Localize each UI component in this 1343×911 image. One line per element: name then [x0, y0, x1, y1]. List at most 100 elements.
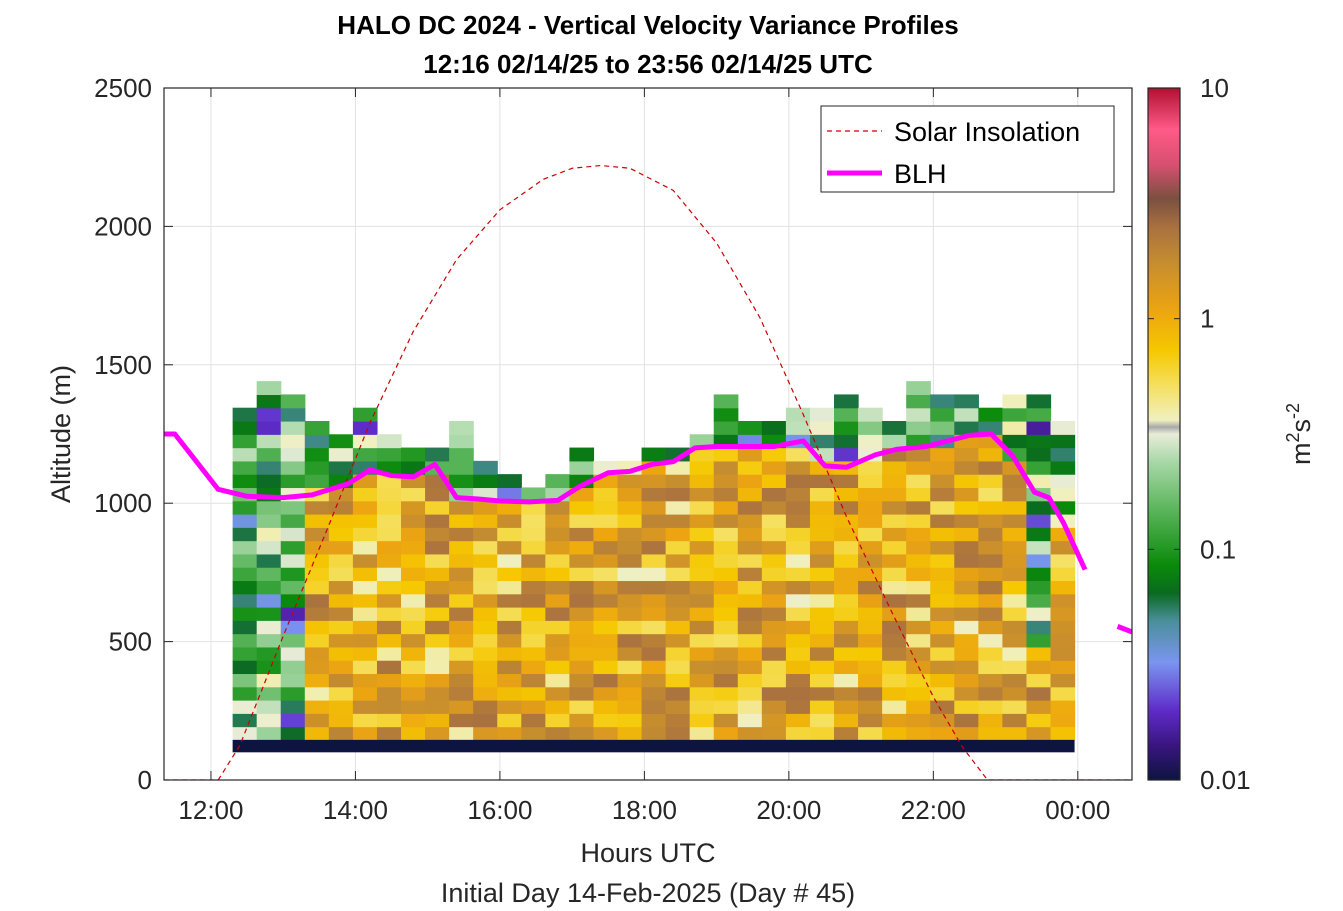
heatmap-cell	[834, 420, 859, 435]
heatmap-cell	[761, 700, 787, 714]
heatmap-cell	[930, 540, 955, 555]
heatmap-cell	[713, 394, 739, 409]
heatmap-cell	[930, 580, 955, 595]
heatmap-cell	[352, 607, 378, 621]
heatmap-cell	[665, 474, 691, 489]
heatmap-cell	[737, 447, 763, 462]
heatmap-cell	[1026, 726, 1052, 741]
heatmap-cell	[1050, 700, 1076, 714]
heatmap-cell	[304, 593, 330, 608]
x-tick-label: 18:00	[612, 795, 677, 825]
heatmap-cell	[665, 726, 691, 741]
heatmap-cell	[256, 607, 282, 621]
heatmap-cell	[617, 593, 643, 608]
heatmap-cell	[858, 434, 883, 449]
heatmap-cell	[809, 527, 835, 542]
heatmap-cell	[785, 607, 811, 621]
y-tick-label: 500	[109, 627, 152, 657]
heatmap-cell	[641, 726, 667, 741]
heatmap-cell	[978, 686, 1004, 701]
heatmap-cell	[1050, 540, 1076, 555]
heatmap-cell	[834, 726, 859, 741]
heatmap-cell	[1050, 633, 1076, 648]
heatmap-cell	[713, 460, 739, 475]
heatmap-cell	[280, 633, 306, 648]
heatmap-cell	[449, 434, 474, 449]
heatmap-cell	[569, 513, 595, 528]
heatmap-cell	[328, 580, 354, 595]
heatmap-cell	[425, 487, 450, 502]
heatmap-cell	[1026, 580, 1052, 595]
heatmap-cell	[641, 660, 667, 675]
heatmap-cell	[593, 527, 619, 542]
heatmap-cell	[737, 660, 763, 675]
heatmap-cell	[232, 713, 258, 728]
heatmap-cell	[761, 500, 787, 515]
heatmap-cell	[858, 700, 883, 714]
heatmap-cell	[930, 527, 955, 542]
heatmap-cell	[785, 487, 811, 502]
x-tick-label: 12:00	[178, 795, 243, 825]
heatmap-cell	[641, 620, 667, 635]
heatmap-cell	[328, 646, 354, 661]
heatmap-cell	[930, 713, 955, 728]
heatmap-cell	[473, 553, 498, 568]
heatmap-cell	[593, 593, 619, 608]
heatmap-cell	[761, 633, 787, 648]
heatmap-cell	[473, 607, 498, 621]
heatmap-cell	[232, 407, 258, 422]
heatmap-cell	[785, 420, 811, 435]
heatmap-cell	[617, 713, 643, 728]
heatmap-cell	[376, 527, 402, 542]
heatmap-cell	[304, 686, 330, 701]
heatmap-cell	[425, 660, 450, 675]
heatmap-cell	[665, 673, 691, 688]
heatmap-cell	[232, 420, 258, 435]
heatmap-cell	[641, 673, 667, 688]
heatmap-cell	[569, 460, 595, 475]
heatmap-cell	[785, 460, 811, 475]
heatmap-cell	[713, 580, 739, 595]
heatmap-cell	[497, 580, 522, 595]
heatmap-cell	[834, 713, 859, 728]
heatmap-cell	[545, 580, 571, 595]
heatmap-cell	[425, 593, 450, 608]
heatmap-cell	[713, 673, 739, 688]
heatmap-cell	[497, 633, 522, 648]
heatmap-cell	[858, 407, 883, 422]
heatmap-cell	[689, 553, 715, 568]
heatmap-cell	[1002, 607, 1028, 621]
heatmap-cell	[882, 607, 907, 621]
heatmap-cell	[497, 513, 522, 528]
heatmap-cell	[882, 713, 907, 728]
heatmap-cell	[401, 660, 426, 675]
colorbar-label-exp2: -2	[1283, 403, 1303, 419]
heatmap-cell	[304, 540, 330, 555]
heatmap-cell	[617, 567, 643, 582]
heatmap-cell	[328, 620, 354, 635]
heatmap-cell	[425, 607, 450, 621]
heatmap-cell	[761, 673, 787, 688]
heatmap-cell	[569, 660, 595, 675]
heatmap-cell	[978, 620, 1004, 635]
heatmap-cell	[376, 567, 402, 582]
heatmap-cell	[280, 686, 306, 701]
heatmap-cell	[473, 567, 498, 582]
heatmap-cell	[713, 420, 739, 435]
heatmap-cell	[641, 513, 667, 528]
heatmap-cell	[954, 460, 979, 475]
heatmap-cell	[256, 434, 282, 449]
heatmap-cell	[617, 726, 643, 741]
heatmap-cell	[834, 607, 859, 621]
heatmap-cell	[737, 620, 763, 635]
heatmap-cell	[425, 673, 450, 688]
heatmap-cell	[785, 540, 811, 555]
heatmap-cell	[449, 513, 474, 528]
heatmap-cell	[689, 633, 715, 648]
heatmap-cell	[906, 513, 931, 528]
heatmap-cell	[1002, 567, 1028, 582]
heatmap-cell	[545, 593, 571, 608]
heatmap-cell	[328, 713, 354, 728]
heatmap-cell	[930, 513, 955, 528]
heatmap-cell	[593, 500, 619, 515]
